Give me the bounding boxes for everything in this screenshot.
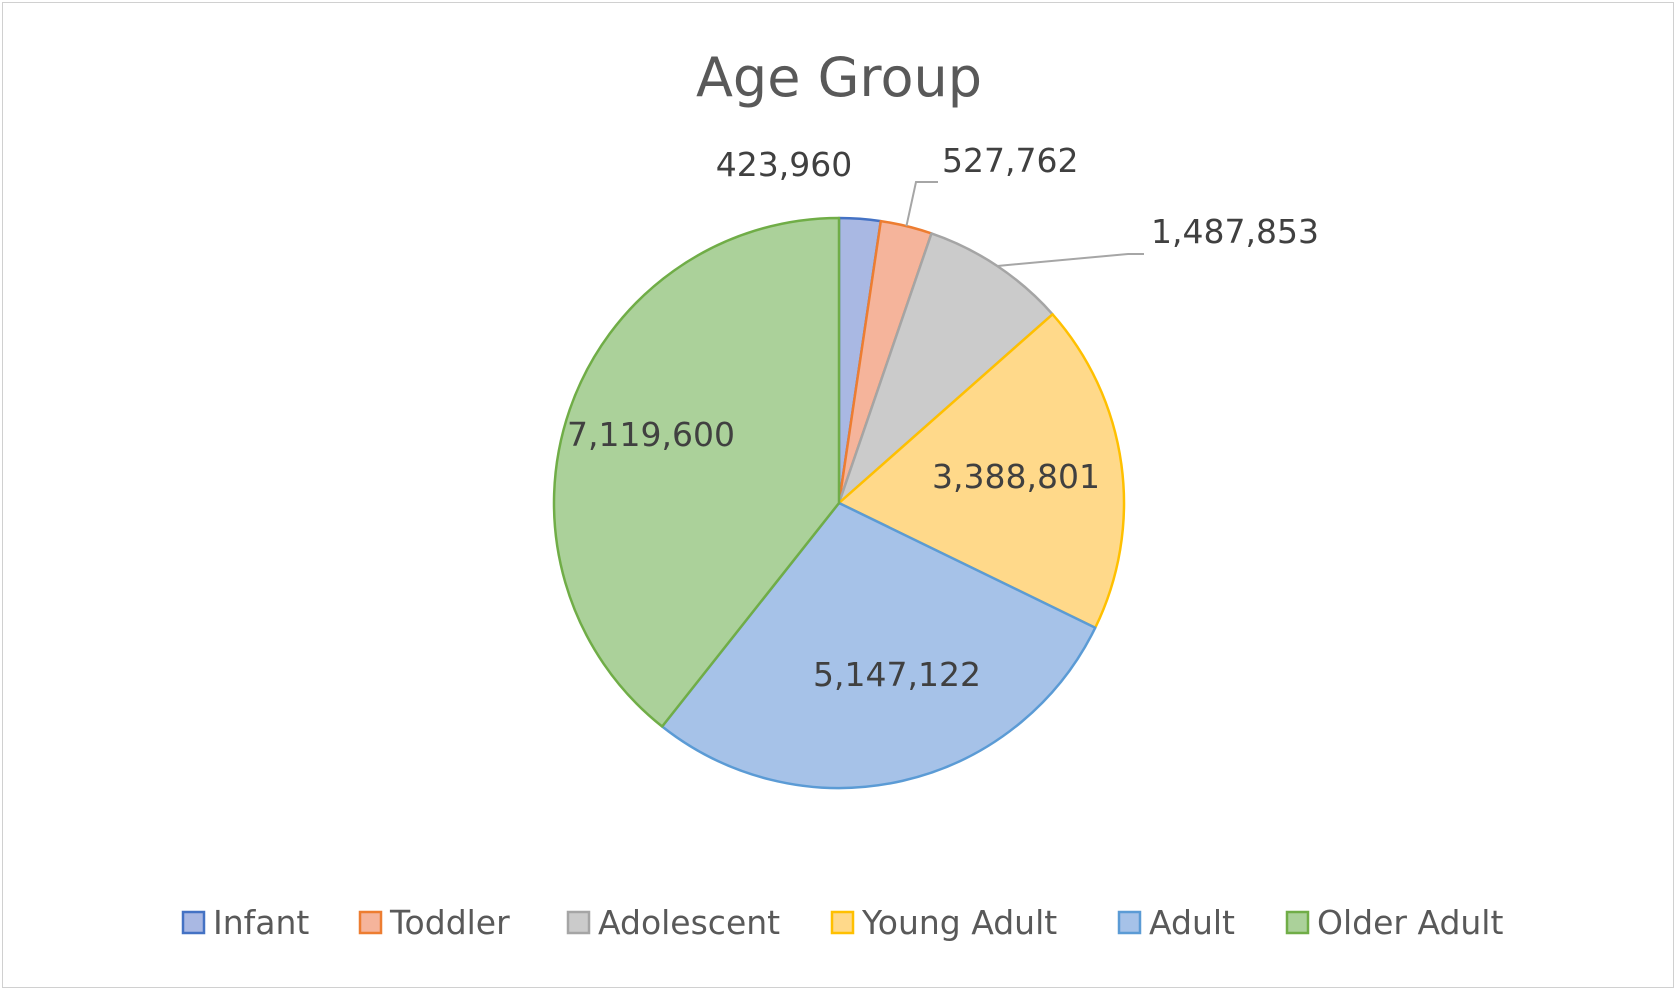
legend-label-toddler: Toddler <box>389 903 510 942</box>
legend-label-adult: Adult <box>1149 903 1235 942</box>
legend-swatch-older-adult <box>1285 910 1310 935</box>
leader-lines <box>905 181 1144 267</box>
legend-label-infant: Infant <box>213 903 309 942</box>
leader-line-toddler <box>905 181 938 227</box>
legend-item-adult: Adult <box>1117 903 1235 942</box>
chart-title: Age Group <box>696 46 982 109</box>
pie-slices <box>552 216 1126 790</box>
data-labels: 423,960 527,762 1,487,853 3,388,801 5,147,12… <box>567 141 1319 694</box>
legend-swatch-young-adult <box>830 910 855 935</box>
legend-swatch-adolescent <box>566 910 591 935</box>
pie-slice-adult <box>660 501 1097 790</box>
data-label-toddler: 527,762 <box>942 141 1078 180</box>
legend-swatch-infant <box>181 910 206 935</box>
pie-slice-adolescent <box>837 232 1054 505</box>
legend: Infant Toddler Adolescent Young Adult Adult O… <box>181 903 1503 942</box>
legend-item-older-adult: Older Adult <box>1285 903 1503 942</box>
legend-item-infant: Infant <box>181 903 309 942</box>
data-label-older-adult: 7,119,600 <box>567 415 735 454</box>
pie-slice-older-adult <box>552 216 841 728</box>
legend-swatch-adult <box>1117 910 1142 935</box>
data-label-adolescent: 1,487,853 <box>1151 212 1319 251</box>
legend-swatch-toddler <box>358 910 383 935</box>
legend-label-adolescent: Adolescent <box>598 903 780 942</box>
legend-label-young-adult: Young Adult <box>861 903 1057 942</box>
data-label-adult: 5,147,122 <box>813 655 981 694</box>
legend-item-adolescent: Adolescent <box>566 903 780 942</box>
leader-line-adolescent <box>997 253 1144 267</box>
legend-item-young-adult: Young Adult <box>830 903 1057 942</box>
data-label-infant: 423,960 <box>716 145 852 184</box>
legend-item-toddler: Toddler <box>358 903 510 942</box>
legend-label-older-adult: Older Adult <box>1317 903 1503 942</box>
data-label-young-adult: 3,388,801 <box>932 457 1100 496</box>
pie-slice-young-adult <box>837 313 1126 629</box>
